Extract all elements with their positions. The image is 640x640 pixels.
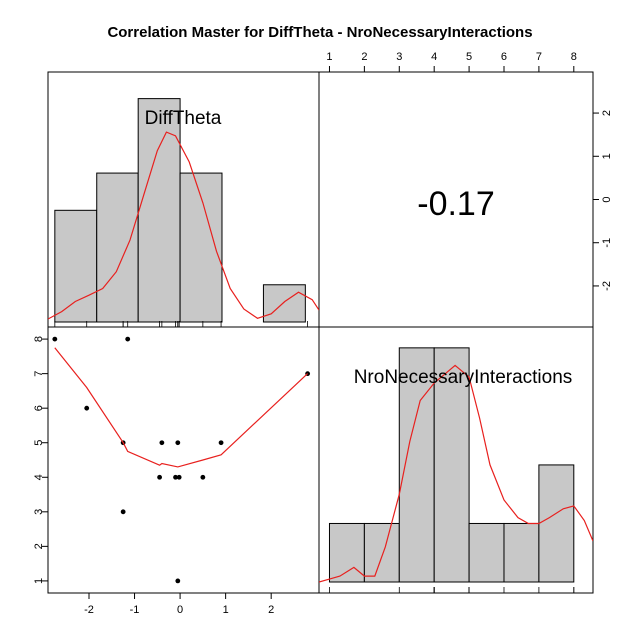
y-tick-label-nro-necessary: 5 bbox=[33, 440, 45, 446]
x-tick-top-label-nro-necessary: 1 bbox=[326, 51, 332, 63]
scatter-point bbox=[175, 578, 181, 584]
hist-bar-nro-necessary-0 bbox=[328, 522, 365, 583]
x-tick-label-diff-theta: -2 bbox=[84, 604, 94, 616]
hist-bar-diff-theta-5 bbox=[262, 284, 306, 323]
y-tick-right-label-diff-theta: -1 bbox=[601, 238, 613, 248]
diagonal-label-diff-theta: DiffTheta bbox=[145, 108, 222, 129]
smooth-line-fit bbox=[54, 347, 309, 468]
x-tick-label-diff-theta: -1 bbox=[130, 604, 140, 616]
x-tick-label-diff-theta: 1 bbox=[223, 604, 229, 616]
y-tick-label-nro-necessary: 1 bbox=[33, 578, 45, 584]
hist-bar-nro-necessary-6 bbox=[538, 464, 575, 583]
scatter-point bbox=[175, 440, 181, 446]
axes: -2 -1 0 1 2 1 2 3 4 5 6 7 8 1 2 3 4 5 6 7 8 -2 -1 0 1 2 bbox=[33, 51, 613, 616]
y-tick-right-label-diff-theta: 1 bbox=[601, 153, 613, 159]
x-tick-label-diff-theta: 0 bbox=[177, 604, 183, 616]
scatter-point bbox=[176, 474, 182, 480]
hist-bar-diff-theta-1 bbox=[96, 172, 139, 323]
scatter-point bbox=[120, 509, 126, 515]
hist-bar-nro-necessary-3 bbox=[433, 347, 470, 583]
panel-bottom-right bbox=[318, 326, 594, 594]
diagonal-label-nro-necessary: NroNecessaryInteractions bbox=[354, 367, 573, 388]
x-tick-top-label-nro-necessary: 8 bbox=[571, 51, 577, 63]
hist-bar-nro-necessary-1 bbox=[363, 522, 400, 583]
x-tick-top-label-nro-necessary: 3 bbox=[396, 51, 402, 63]
scatter-point bbox=[159, 440, 165, 446]
y-tick-right-label-diff-theta: 0 bbox=[601, 196, 613, 202]
y-tick-label-nro-necessary: 2 bbox=[33, 543, 45, 549]
y-tick-label-nro-necessary: 3 bbox=[33, 509, 45, 515]
rug-marks bbox=[54, 321, 575, 593]
density-curve-nro-necessary bbox=[319, 364, 593, 583]
chart-title: Correlation Master for DiffTheta - NroNe… bbox=[107, 24, 532, 41]
correlation-value: -0.17 bbox=[417, 185, 495, 223]
x-tick-label-diff-theta: 2 bbox=[268, 604, 274, 616]
x-tick-top-label-nro-necessary: 6 bbox=[501, 51, 507, 63]
scatter-point bbox=[218, 440, 224, 446]
y-tick-label-nro-necessary: 6 bbox=[33, 405, 45, 411]
hist-bar-diff-theta-2 bbox=[137, 98, 181, 323]
histogram-diff-theta bbox=[54, 98, 306, 323]
y-tick-right-label-diff-theta: -2 bbox=[601, 281, 613, 291]
smooth-line bbox=[54, 347, 309, 468]
hist-bar-nro-necessary-5 bbox=[503, 522, 540, 583]
x-tick-top-label-nro-necessary: 5 bbox=[466, 51, 472, 63]
y-tick-right-label-diff-theta: 2 bbox=[601, 110, 613, 116]
density-curve-diff-theta bbox=[48, 131, 319, 320]
x-tick-top-label-nro-necessary: 7 bbox=[536, 51, 542, 63]
y-tick-label-nro-necessary: 8 bbox=[33, 336, 45, 342]
scatter-point bbox=[173, 474, 178, 480]
x-tick-top-label-nro-necessary: 4 bbox=[431, 51, 437, 63]
scatter-point bbox=[200, 474, 206, 480]
y-tick-label-nro-necessary: 4 bbox=[33, 474, 45, 480]
hist-bar-diff-theta-0 bbox=[54, 209, 98, 323]
panel-bottom-left bbox=[47, 326, 320, 594]
y-tick-label-nro-necessary: 7 bbox=[33, 371, 45, 377]
density-curves bbox=[48, 131, 593, 583]
hist-bar-nro-necessary-4 bbox=[468, 522, 505, 583]
scatter-point bbox=[84, 405, 90, 411]
x-tick-top-label-nro-necessary: 2 bbox=[361, 51, 367, 63]
scatter-point bbox=[52, 336, 58, 342]
scatter-point bbox=[157, 474, 162, 480]
scatter-point bbox=[125, 336, 131, 342]
scatter-points bbox=[52, 336, 311, 584]
